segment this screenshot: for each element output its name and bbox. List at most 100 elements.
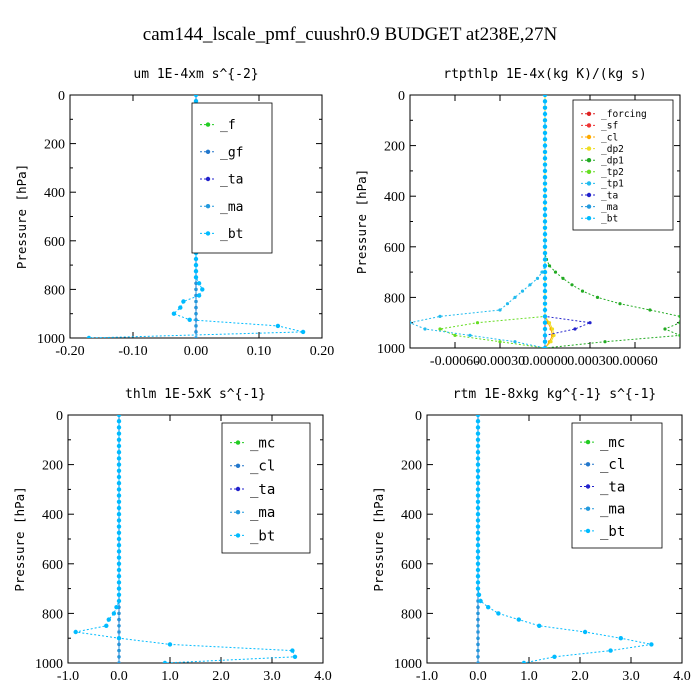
data-point	[475, 549, 481, 554]
data-point	[475, 462, 481, 467]
data-point	[117, 630, 121, 634]
y-tick-label: 400	[42, 508, 63, 523]
data-point	[516, 617, 521, 622]
data-point	[194, 336, 198, 338]
data-point	[475, 481, 481, 486]
y-tick-label: 600	[42, 558, 63, 573]
data-point	[196, 281, 202, 286]
data-point	[194, 287, 198, 291]
legend: _f _gf _ta _ma _bt	[191, 102, 273, 254]
x-tick-label: 0.00000	[522, 354, 568, 369]
data-point	[475, 431, 481, 436]
data-point	[663, 327, 667, 331]
data-point	[540, 270, 544, 274]
data-point	[549, 340, 553, 344]
data-point	[475, 419, 481, 424]
data-point	[116, 636, 122, 641]
x-tick-label: 2.0	[212, 669, 230, 684]
legend-swatch-marker	[586, 204, 592, 209]
data-point	[542, 257, 548, 262]
x-tick-label: -1.0	[416, 669, 438, 684]
x-tick-label: 4.0	[314, 669, 332, 684]
data-point	[475, 512, 481, 517]
legend-entry: _bt	[220, 227, 243, 242]
data-point	[475, 524, 481, 529]
data-point	[542, 168, 548, 174]
y-tick-label: 600	[44, 235, 65, 250]
data-point	[438, 327, 442, 331]
data-point	[542, 105, 548, 110]
figure-title: cam144_lscale_pmf_cuushr0.9 BUDGET at238…	[143, 24, 558, 45]
data-point	[117, 655, 121, 659]
data-point	[542, 194, 548, 199]
y-tick-label: 200	[401, 459, 422, 474]
legend-swatch-marker	[205, 231, 211, 236]
data-point	[116, 474, 122, 480]
data-point	[193, 275, 199, 280]
y-tick-label: 200	[42, 459, 63, 474]
data-point	[476, 661, 480, 663]
x-tick-label: 0.0	[469, 669, 487, 684]
panel-3: thlm 1E-5xK s^{-1} Pressure [hPa] -1.0 0.0 1…	[12, 387, 332, 684]
data-point	[116, 468, 122, 473]
data-point	[116, 505, 122, 511]
data-point	[542, 288, 548, 294]
y-tick-label: 0	[56, 409, 63, 424]
y-tick-label: 800	[401, 607, 422, 622]
x-tick-label: 0.00	[184, 344, 209, 359]
data-point	[476, 636, 480, 640]
panel-title: rtm 1E-8xkg kg^{-1} s^{-1}	[453, 387, 657, 402]
data-point	[542, 118, 548, 123]
data-point	[648, 308, 652, 312]
data-point	[116, 524, 122, 529]
legend-swatch-marker	[205, 122, 211, 127]
data-point	[194, 312, 198, 316]
data-point	[498, 308, 502, 312]
legend-swatch-marker	[235, 486, 241, 492]
data-point	[618, 636, 623, 641]
data-point	[580, 289, 585, 293]
data-point	[542, 250, 548, 256]
data-point	[476, 618, 480, 622]
legend-swatch-marker	[585, 439, 591, 445]
data-point	[438, 314, 442, 318]
data-point	[542, 238, 548, 243]
y-tick-label: 600	[401, 558, 422, 573]
y-tick-label: 0	[58, 89, 65, 104]
legend: _forcing_sf_cl_dp2_dp1_tp2_tp1_ta_ma_bt	[572, 99, 674, 231]
y-axis-label: Pressure [hPa]	[371, 486, 386, 591]
legend-swatch-marker	[586, 192, 592, 198]
data-point	[116, 536, 122, 542]
data-point	[475, 415, 481, 418]
data-point	[553, 270, 558, 274]
data-point	[475, 567, 481, 573]
data-point	[475, 586, 481, 591]
legend-entry: _dp2	[601, 144, 624, 155]
data-point	[542, 187, 548, 193]
data-point	[513, 340, 517, 344]
legend-swatch-marker	[586, 111, 592, 117]
data-point	[476, 605, 480, 609]
data-point	[194, 324, 198, 328]
series-group	[73, 415, 298, 663]
data-point	[117, 642, 121, 647]
legend-swatch-marker	[586, 181, 592, 186]
legend-swatch-marker	[586, 134, 592, 140]
data-point	[678, 321, 680, 325]
x-tick-label: 3.0	[263, 669, 281, 684]
data-point	[542, 130, 548, 136]
data-point	[475, 499, 481, 504]
data-point	[542, 314, 548, 319]
data-point	[116, 518, 122, 523]
data-point	[476, 592, 482, 597]
data-point	[542, 295, 548, 300]
data-point	[542, 200, 548, 205]
y-tick-label: 800	[42, 607, 63, 622]
legend: _mc _cl _ta _ma _bt	[571, 422, 663, 549]
data-point	[475, 543, 481, 548]
data-point	[117, 661, 121, 663]
data-point	[475, 474, 481, 480]
data-point	[542, 263, 548, 268]
y-tick-label: 400	[44, 186, 65, 201]
legend-entry: _tp1	[601, 179, 624, 190]
